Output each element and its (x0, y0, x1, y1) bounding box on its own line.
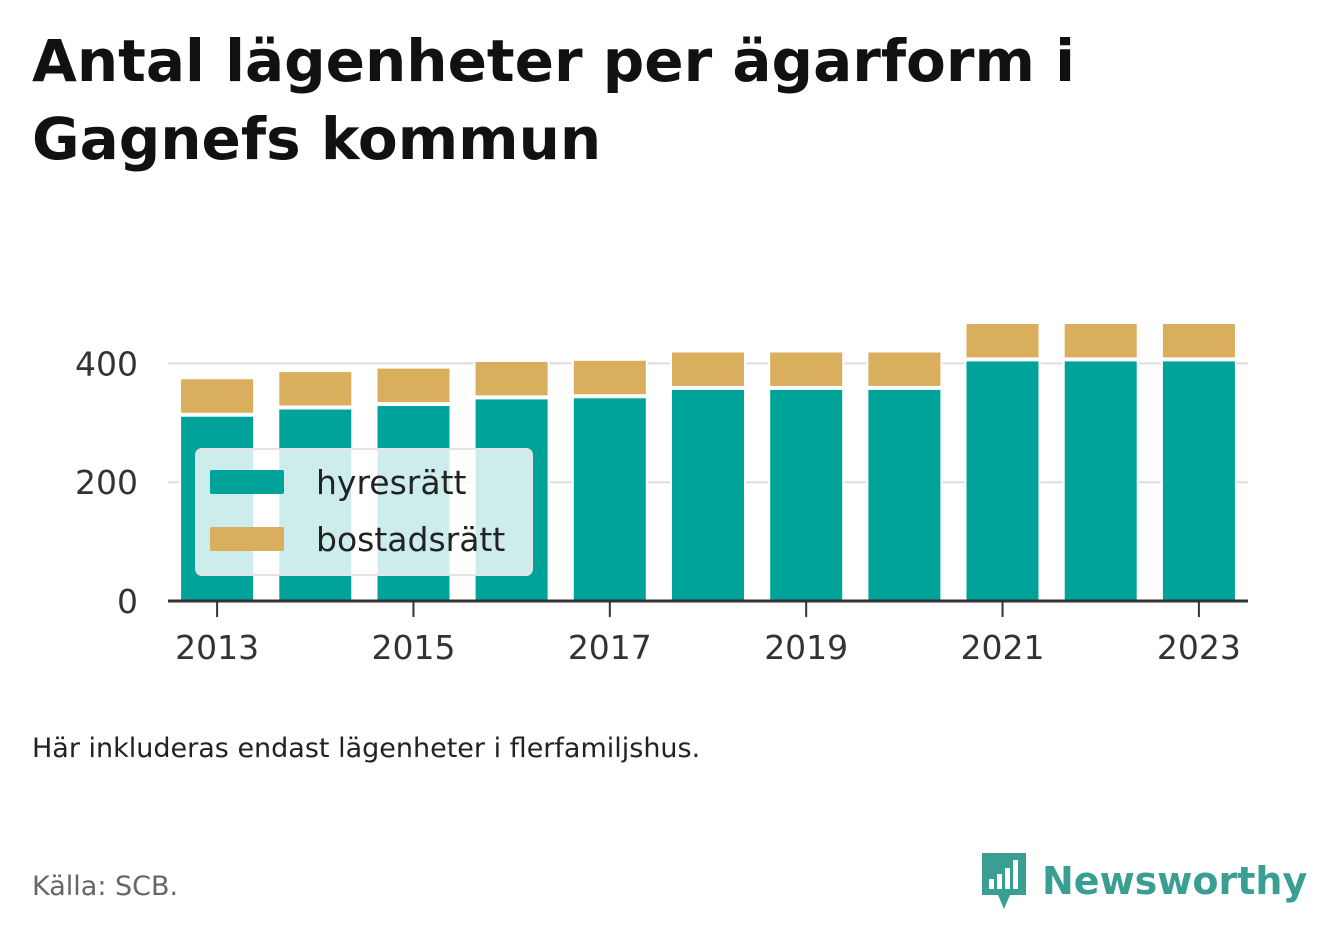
legend-label-hyresratt: hyresrätt (316, 463, 467, 502)
brand-name: Newsworthy (1042, 859, 1308, 903)
bar-bostadsratt-2013 (179, 377, 256, 415)
bar-bostadsratt-2022 (1062, 322, 1139, 360)
x-tick-label-2013: 2013 (175, 628, 259, 667)
x-axis-ticks: 2013 2015 2017 2019 2021 2023 (175, 601, 1241, 667)
y-tick-label-0: 0 (117, 582, 138, 621)
legend-swatch-bostadsratt (210, 527, 284, 551)
x-tick-label-2017: 2017 (568, 628, 652, 667)
legend-label-bostadsratt: bostadsrätt (316, 520, 505, 559)
bar-hyresratt-2017 (571, 396, 648, 602)
chart-note: Här inkluderas endast lägenheter i flerf… (32, 733, 701, 764)
bar-bostadsratt-2018 (670, 350, 746, 388)
bar-bostadsratt-2020 (866, 350, 943, 388)
x-tick-label-2019: 2019 (764, 628, 848, 667)
y-tick-label-400: 400 (75, 344, 138, 383)
bar-bostadsratt-2021 (964, 322, 1041, 360)
bar-bostadsratt-2017 (571, 358, 648, 397)
bar-hyresratt-2023 (1160, 359, 1237, 602)
y-tick-label-200: 200 (75, 463, 138, 502)
chart-title: Antal lägenheter per ägarform i Gagnefs … (32, 27, 1076, 173)
x-tick-label-2023: 2023 (1157, 628, 1241, 667)
bar-hyresratt-2018 (670, 387, 746, 602)
bar-hyresratt-2020 (866, 387, 943, 602)
newsworthy-logo-icon (982, 853, 1026, 909)
bar-bostadsratt-2016 (473, 360, 550, 398)
bar-bostadsratt-2014 (277, 370, 354, 408)
legend-swatch-hyresratt (210, 470, 284, 494)
x-tick-label-2015: 2015 (371, 628, 455, 667)
bar-hyresratt-2019 (768, 387, 845, 602)
x-tick-label-2021: 2021 (961, 628, 1045, 667)
bar-hyresratt-2021 (964, 359, 1041, 602)
bar-hyresratt-2022 (1062, 359, 1139, 602)
y-axis-ticks: 0 200 400 (75, 344, 138, 621)
bar-bostadsratt-2023 (1160, 322, 1237, 360)
bar-bostadsratt-2015 (375, 366, 452, 405)
bar-bostadsratt-2019 (768, 350, 845, 388)
brand-logo[interactable]: Newsworthy (980, 850, 1307, 912)
chart-source: Källa: SCB. (32, 871, 179, 902)
legend: hyresrätt bostadsrätt (195, 448, 533, 576)
